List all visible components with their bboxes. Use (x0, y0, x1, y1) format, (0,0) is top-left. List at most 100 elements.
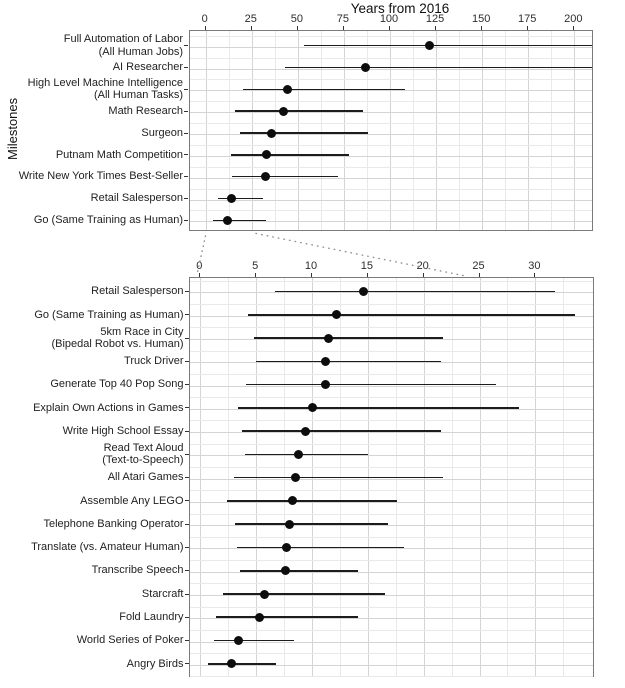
x-tick-label: 200 (564, 12, 583, 25)
data-point (425, 41, 435, 51)
data-point (261, 172, 271, 182)
y-tick-mark (184, 453, 189, 455)
gridline-horizontal (190, 664, 593, 666)
x-tick-mark (422, 272, 424, 277)
gridline-horizontal (189, 90, 592, 92)
interval-bar (275, 290, 555, 293)
y-tick-mark (184, 337, 189, 339)
gridline-horizontal (190, 455, 593, 457)
gridline-vertical (390, 31, 391, 230)
gridline-horizontal (190, 350, 593, 352)
milestone-label: Transcribe Speech (91, 564, 184, 577)
gridline-vertical (482, 31, 484, 230)
y-tick-mark (184, 360, 189, 362)
gridline-vertical (343, 31, 345, 230)
gridline-horizontal (189, 35, 592, 37)
interval-bar (239, 132, 368, 134)
gridline-horizontal (190, 548, 593, 550)
gridline-horizontal (190, 385, 593, 387)
data-point (223, 215, 233, 225)
gridline-horizontal (190, 490, 593, 492)
data-point (267, 128, 277, 138)
gridline-vertical (507, 278, 509, 677)
data-point (255, 612, 265, 622)
gridline-vertical (574, 31, 576, 230)
gridline-vertical (297, 31, 299, 230)
gridline-horizontal (189, 155, 592, 157)
y-tick-mark (184, 570, 189, 572)
gridline-vertical (535, 278, 537, 677)
interval-bar (254, 337, 443, 339)
data-point (261, 150, 271, 160)
interval-bar (231, 175, 339, 178)
milestone-label: Assemble Any LEGO (80, 494, 184, 507)
x-tick-label: 50 (290, 12, 303, 25)
data-point (279, 106, 289, 116)
y-tick-mark (184, 198, 188, 199)
x-tick-mark (573, 25, 575, 30)
data-point (290, 473, 300, 483)
y-tick-mark (184, 593, 189, 595)
gridline-vertical (505, 31, 507, 230)
x-tick-mark (296, 25, 298, 30)
interval-bar (212, 219, 267, 222)
x-tick-label: 25 (472, 259, 485, 272)
gridline-horizontal (189, 199, 592, 201)
data-point (332, 310, 342, 320)
milestone-label: Translate (vs. Amateur Human) (31, 541, 184, 554)
gridline-horizontal (190, 339, 593, 341)
data-point (321, 356, 331, 366)
gridline-horizontal (190, 583, 593, 585)
interval-bar (222, 593, 385, 595)
gridline-vertical (251, 31, 253, 230)
gridline-horizontal (190, 467, 593, 469)
interval-bar (237, 546, 404, 549)
x-axis-title: Years from 2016 (350, 1, 450, 16)
interval-bar (238, 407, 519, 409)
gridline-vertical (366, 31, 368, 230)
data-point (281, 542, 291, 552)
gridline-vertical (320, 31, 322, 230)
milestone-label: Starcraft (141, 587, 184, 600)
interval-bar (208, 663, 277, 665)
milestone-label: Explain Own Actions in Games (33, 401, 184, 414)
milestone-label: Go (Same Training as Human) (33, 214, 183, 227)
y-tick-mark (184, 314, 189, 316)
data-point (227, 194, 237, 203)
gridline-horizontal (190, 397, 593, 399)
gridline-vertical (451, 278, 453, 677)
interval-bar (230, 154, 350, 156)
x-tick-mark (250, 25, 252, 30)
gridline-horizontal (190, 536, 593, 538)
milestone-label: Retail Salesperson (91, 285, 184, 298)
gridline-horizontal (189, 101, 592, 103)
x-tick-label: 100 (379, 12, 399, 25)
milestone-label: Write High School Essay (62, 424, 184, 437)
milestone-label: Math Research (108, 104, 183, 117)
gridline-horizontal (189, 144, 592, 146)
gridline-horizontal (189, 177, 592, 179)
x-tick-mark (527, 25, 529, 30)
interval-bar (241, 430, 441, 432)
x-tick-label: 0 (201, 12, 208, 25)
y-tick-mark (184, 384, 189, 386)
x-tick-mark (534, 272, 536, 277)
interval-bar (227, 500, 397, 502)
gridline-horizontal (190, 292, 593, 294)
interval-bar (246, 383, 497, 386)
x-tick-mark (389, 25, 390, 30)
interval-bar (216, 616, 358, 619)
x-tick-label: 75 (336, 12, 350, 25)
y-tick-mark (184, 407, 189, 409)
y-tick-mark (184, 616, 189, 618)
gridline-horizontal (189, 68, 592, 70)
gridline-horizontal (190, 606, 593, 608)
interval-bar (248, 313, 575, 316)
x-tick-mark (311, 272, 312, 277)
milestone-label: Angry Birds (126, 657, 184, 670)
y-tick-mark (184, 291, 189, 292)
gridline-horizontal (190, 676, 593, 678)
milestone-label: Surgeon (141, 126, 183, 139)
gridline-vertical (228, 31, 230, 230)
